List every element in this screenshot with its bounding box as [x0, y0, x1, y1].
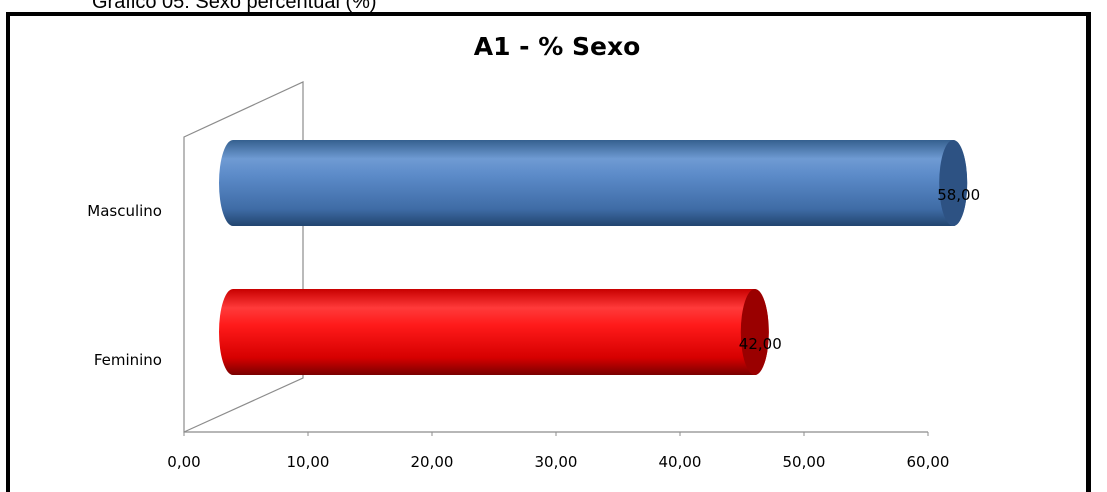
x-tick-label: 0,00 [167, 453, 200, 471]
data-label-masculino: 58,00 [937, 186, 980, 204]
bar-chart: A1 - % Sexo Masculino Feminino 0,00 10,00 2… [87, 32, 980, 471]
x-tick-label: 30,00 [535, 453, 578, 471]
x-tick-label: 10,00 [287, 453, 330, 471]
x-tick-label: 40,00 [659, 453, 702, 471]
category-label-feminino: Feminino [94, 351, 162, 369]
bar-body [219, 289, 769, 375]
bar-feminino [219, 289, 769, 375]
x-tick-label: 60,00 [907, 453, 950, 471]
bar-body [219, 140, 968, 226]
chart-frame [6, 12, 1091, 492]
figure-caption: Gráfico 05: Sexo percentual (%) [92, 0, 377, 13]
bar-end-cap [939, 140, 968, 226]
data-label-feminino: 42,00 [739, 335, 782, 353]
chart-title: A1 - % Sexo [474, 32, 641, 61]
x-tick-label: 50,00 [783, 453, 826, 471]
bar-masculino [219, 140, 968, 226]
category-label-masculino: Masculino [87, 202, 162, 220]
x-tick-label: 20,00 [411, 453, 454, 471]
bar-end-cap [740, 289, 769, 375]
chart-back-wall [183, 81, 304, 433]
